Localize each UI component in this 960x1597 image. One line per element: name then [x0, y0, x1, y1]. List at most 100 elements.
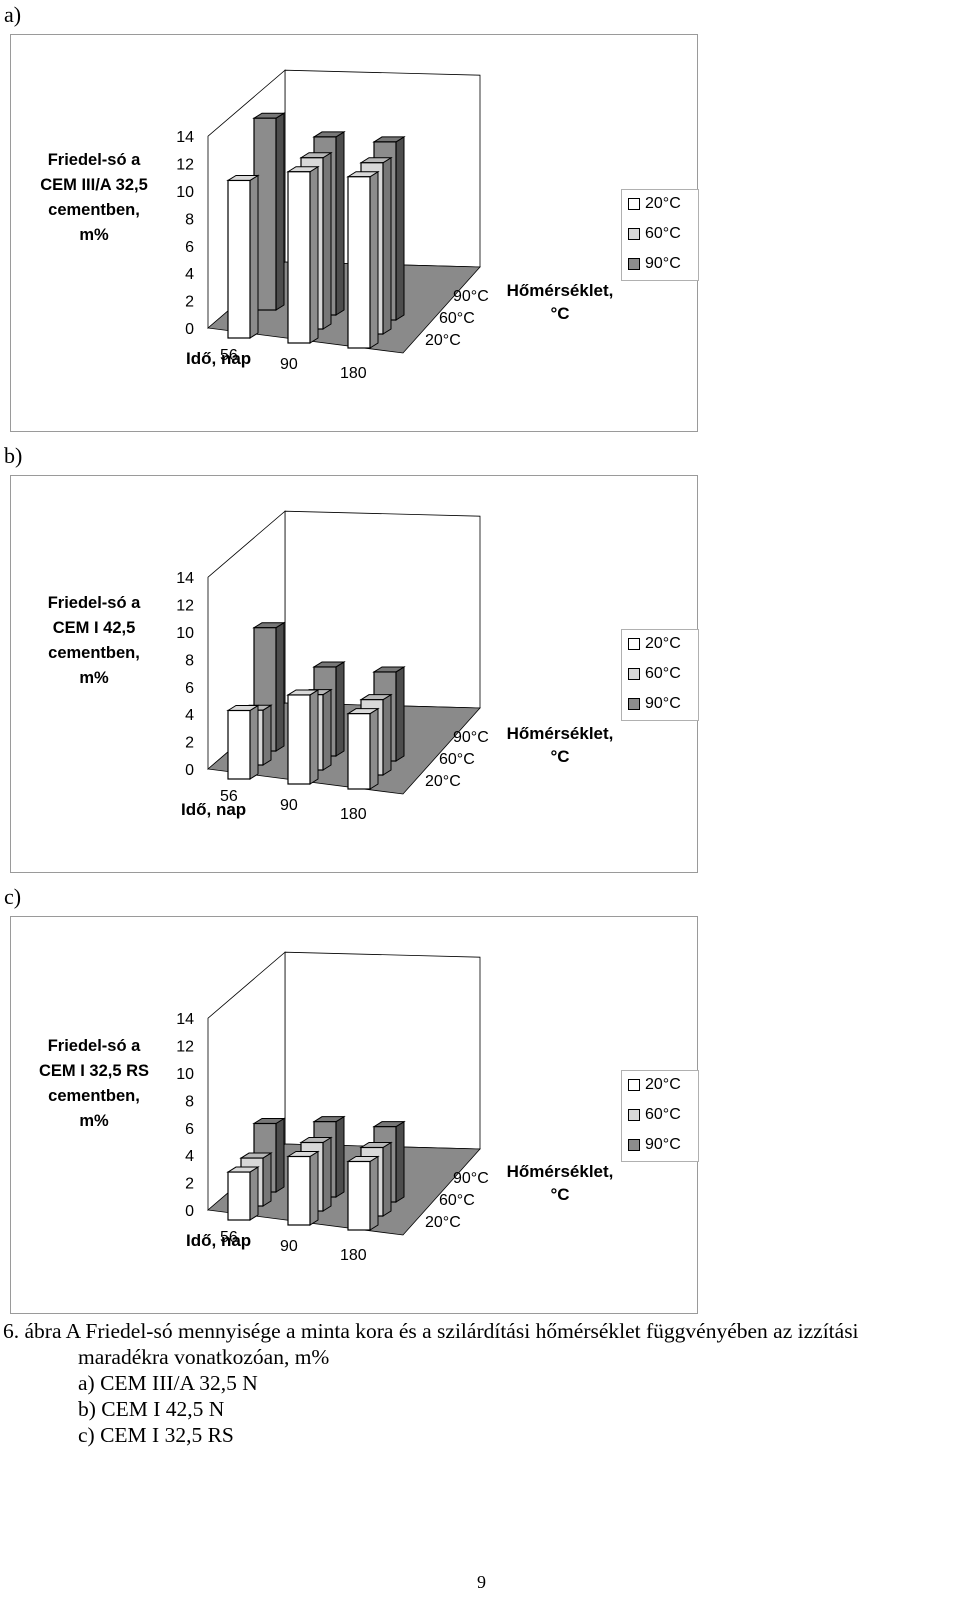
zlabel-line: Hőmérséklet, — [506, 1162, 614, 1181]
legend-item-60c: 60°C — [628, 1105, 681, 1125]
bar-side — [249, 704, 259, 780]
bar — [286, 165, 320, 344]
z-tick-label: 90°C — [453, 729, 489, 746]
bar-side — [382, 1141, 392, 1217]
y-tick-label: 10 — [176, 625, 194, 642]
x-tick-label: 180 — [340, 1247, 367, 1264]
chart-c: 0 2 4 6 8 10 12 14 56 90 180 20°C 60°C 90°C Friedel-s… — [10, 916, 699, 1314]
chart-b-z-axis-title: Hőmérséklet, °C — [495, 722, 625, 768]
bar — [226, 174, 260, 339]
ylabel-line: m% — [79, 669, 109, 687]
legend-label-20c: 20°C — [645, 195, 681, 212]
page-number: 9 — [477, 1572, 486, 1592]
z-tick-label: 60°C — [439, 1192, 475, 1209]
bar-side — [335, 130, 345, 316]
panel-label-b: b) — [4, 443, 23, 468]
y-tick-label: 6 — [185, 239, 194, 256]
legend-swatch-20c — [628, 198, 640, 210]
bar-side — [395, 1120, 405, 1203]
legend-swatch-90c — [628, 258, 640, 270]
ylabel-line: m% — [79, 226, 109, 244]
bar-front — [347, 176, 371, 349]
bar — [226, 704, 260, 780]
legend-label-90c: 90°C — [645, 695, 681, 712]
bar — [286, 689, 320, 785]
bar-side — [275, 1117, 285, 1193]
chart-b-y-axis-title: Friedel-só a CEM I 42,5 cementben, m% — [19, 591, 169, 691]
y-tick-label: 6 — [185, 680, 194, 697]
y-tick-label: 2 — [185, 1176, 194, 1193]
chart-b-x-axis-title: Idő, nap — [181, 800, 247, 819]
bar-front — [287, 694, 311, 785]
legend-item-90c: 90°C — [628, 254, 681, 274]
y-tick-label: 0 — [185, 762, 194, 779]
y-tick-label: 4 — [185, 707, 194, 724]
chart-c-z-axis-title: Hőmérséklet, °C — [495, 1160, 625, 1206]
x-tick-label: 180 — [340, 806, 367, 823]
legend-label-90c: 90°C — [645, 1136, 681, 1153]
chart-a-legend: 20°C 60°C 90°C — [621, 189, 699, 281]
legend-label-60c: 60°C — [645, 1106, 681, 1123]
y-tick-label: 6 — [185, 1121, 194, 1138]
legend-swatch-60c — [628, 1109, 640, 1121]
x-tick-label: 90 — [280, 356, 298, 373]
legend-item-20c: 20°C — [628, 1075, 681, 1095]
chart-b-plot: 0 2 4 6 8 10 12 14 56 90 180 20°C 60°C 90°C — [176, 510, 489, 823]
bar-side — [369, 170, 379, 349]
legend-label-20c: 20°C — [645, 635, 681, 652]
y-tick-label: 14 — [176, 129, 194, 146]
legend-item-90c: 90°C — [628, 1135, 681, 1155]
y-tick-label: 12 — [176, 598, 194, 615]
zlabel-line: °C — [550, 1185, 570, 1204]
x-tick-label: 56 — [220, 788, 238, 805]
bar-side — [369, 707, 379, 790]
ylabel-line: m% — [79, 1112, 109, 1130]
y-tick-label: 12 — [176, 157, 194, 174]
chart-c-x-axis-title: Idő, nap — [186, 1231, 252, 1250]
ylabel-line: CEM I 32,5 RS — [38, 1062, 150, 1080]
z-tick-label: 20°C — [425, 332, 461, 349]
x-tick-label: 56 — [220, 1229, 238, 1246]
bar-side — [309, 165, 319, 344]
legend-swatch-90c — [628, 698, 640, 710]
bar-side — [309, 689, 319, 785]
zlabel-line: Hőmérséklet, — [506, 281, 614, 300]
chart-b: 0 2 4 6 8 10 12 14 56 90 180 20°C 60°C 90°C Friedel-s… — [10, 475, 699, 873]
bar-side — [382, 156, 392, 335]
y-tick-label: 4 — [185, 1148, 194, 1165]
legend-item-20c: 20°C — [628, 194, 681, 214]
y-tick-label: 2 — [185, 294, 194, 311]
bar-side — [395, 135, 405, 321]
x-tick-label: 90 — [280, 1238, 298, 1255]
ylabel-line: cementben, — [48, 1087, 140, 1105]
y-tick-label: 4 — [185, 266, 194, 283]
legend-item-60c: 60°C — [628, 664, 681, 684]
bar — [286, 1150, 320, 1226]
y-tick-label: 8 — [185, 1093, 194, 1110]
legend-label-60c: 60°C — [645, 665, 681, 682]
caption-line-5: c) CEM I 32,5 RS — [78, 1423, 234, 1447]
chart-b-legend: 20°C 60°C 90°C — [621, 629, 699, 721]
bar-side — [395, 666, 405, 762]
chart-a: 0 2 4 6 8 10 12 14 56 90 180 20°C 60°C 90°C Friedel-s… — [10, 34, 699, 432]
y-tick-label: 0 — [185, 1203, 194, 1220]
x-tick-label: 56 — [220, 347, 238, 364]
x-tick-label: 90 — [280, 797, 298, 814]
bar — [346, 170, 380, 349]
bar-front — [347, 713, 371, 790]
z-tick-label: 60°C — [439, 751, 475, 768]
ylabel-line: Friedel-só a — [47, 594, 141, 612]
bar-side — [309, 1150, 319, 1226]
y-tick-label: 2 — [185, 735, 194, 752]
y-tick-label: 10 — [176, 184, 194, 201]
panel-label-c: c) — [4, 884, 22, 909]
bar-front — [227, 1171, 251, 1221]
panel-label-a: a) — [4, 2, 22, 27]
ylabel-line: cementben, — [48, 644, 140, 662]
legend-item-60c: 60°C — [628, 224, 681, 244]
bar-side — [262, 1152, 272, 1207]
bar-front — [347, 1160, 371, 1231]
legend-swatch-20c — [628, 638, 640, 650]
chart-a-plot: 0 2 4 6 8 10 12 14 56 90 180 20°C 60°C 90°C — [176, 69, 489, 382]
z-tick-label: 60°C — [439, 310, 475, 327]
